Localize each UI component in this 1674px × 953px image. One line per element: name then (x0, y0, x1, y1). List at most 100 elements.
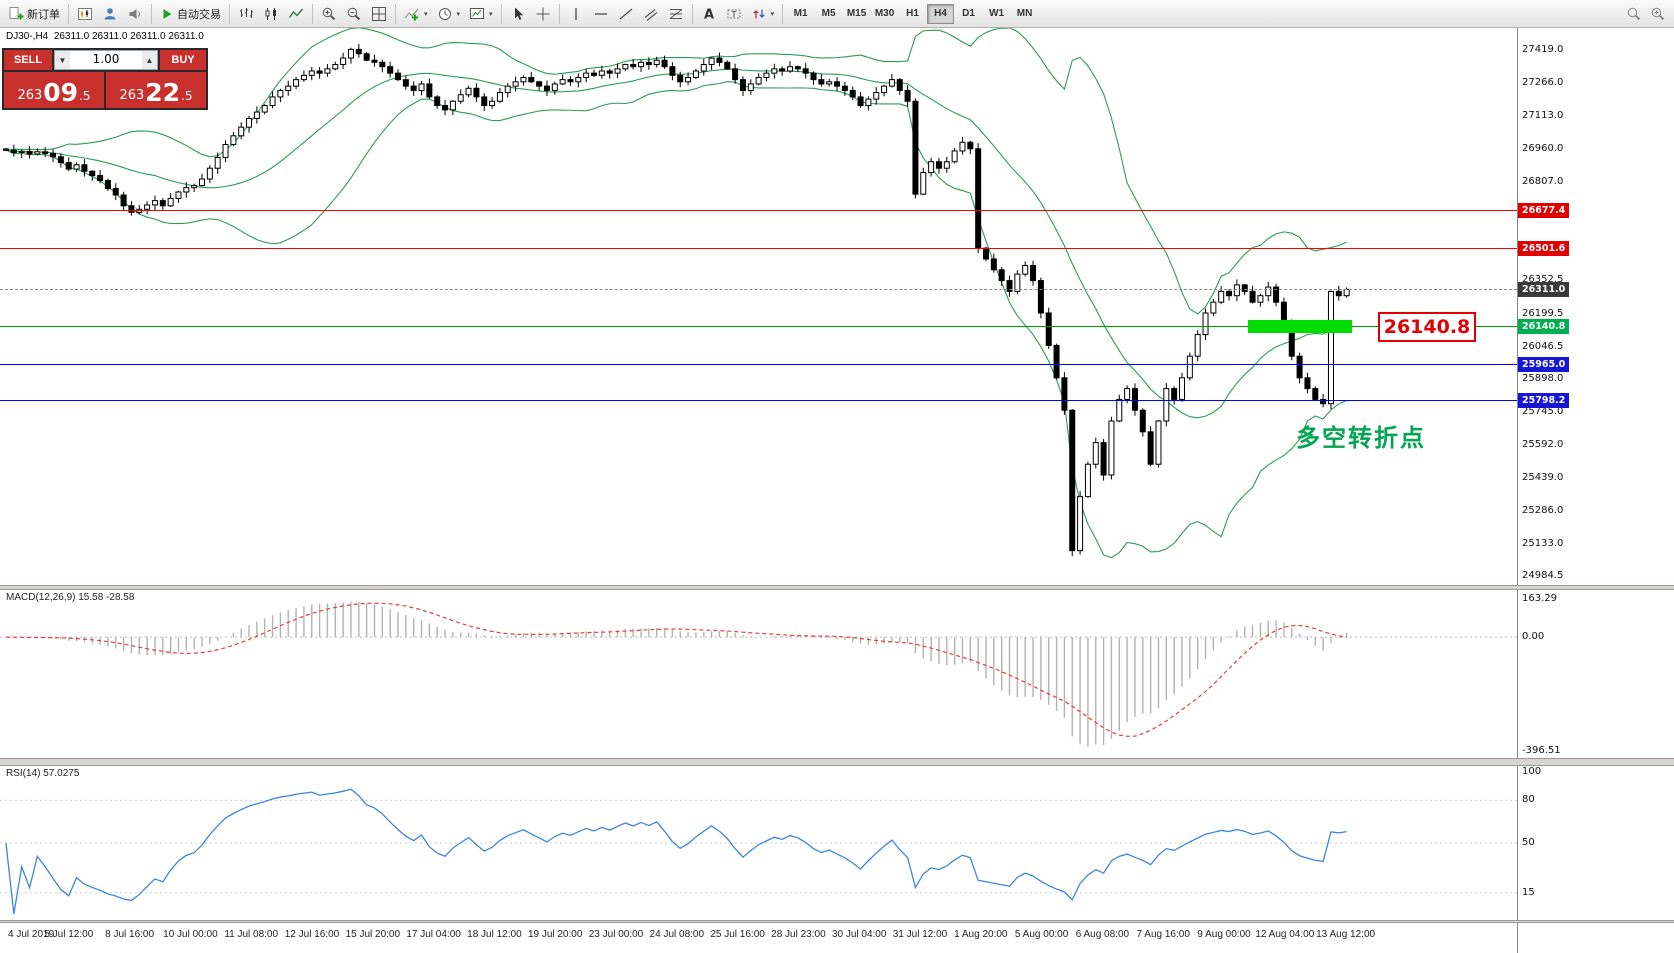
trendline-button[interactable] (614, 3, 638, 25)
panel-splitter[interactable] (0, 920, 1674, 923)
rsi-scale-label: 100 (1522, 766, 1541, 777)
candlestick-chart-button[interactable] (259, 3, 283, 25)
price-axis-label: 26960.0 (1522, 143, 1563, 154)
text-label-button[interactable]: T (722, 3, 746, 25)
price-axis-label: 25592.0 (1522, 439, 1563, 450)
data-window-button[interactable] (1646, 3, 1670, 25)
indicators-button[interactable]: ▾ (400, 3, 432, 25)
time-axis-label: 11 Jul 08:00 (224, 929, 278, 940)
macd-canvas[interactable] (0, 590, 1517, 758)
ohlc-values: 26311.0 26311.0 26311.0 26311.0 (54, 31, 204, 42)
panel-splitter[interactable] (0, 758, 1674, 766)
macd-scale-max: 163.29 (1522, 593, 1557, 604)
one-click-trading-panel: SELL ▼ 1.00 ▲ BUY 26309.5 26322.5 (2, 48, 208, 110)
cursor-button[interactable] (506, 3, 530, 25)
current-price-badge: 26311.0 (1518, 282, 1569, 297)
templates-button[interactable]: ▾ (465, 3, 497, 25)
horizontal-line-button[interactable] (589, 3, 613, 25)
tile-windows-button[interactable] (367, 3, 391, 25)
channel-icon (643, 6, 659, 22)
vertical-line-icon (568, 6, 584, 22)
timeframe-h1[interactable]: H1 (899, 4, 926, 24)
horizontal-line-26677.4[interactable] (0, 210, 1517, 211)
time-axis-label: 24 Jul 08:00 (650, 929, 705, 940)
timeframe-m5[interactable]: M5 (815, 4, 842, 24)
horizontal-line-25798.2[interactable] (0, 400, 1517, 401)
time-axis-label: 30 Jul 04:00 (832, 929, 887, 940)
price-axis-column[interactable] (1517, 28, 1674, 953)
rsi-label: RSI(14) 57.0275 (6, 768, 79, 779)
line-chart-button[interactable] (284, 3, 308, 25)
price-axis-label: 25133.0 (1522, 538, 1563, 549)
panel-splitter[interactable] (0, 585, 1674, 590)
price-digits: 22 (145, 80, 180, 105)
svg-text:T: T (730, 9, 736, 18)
sell-button[interactable]: SELL (4, 50, 52, 70)
rsi-canvas[interactable] (0, 766, 1517, 920)
time-axis-label: 31 Jul 12:00 (893, 929, 948, 940)
time-axis-label: 19 Jul 20:00 (528, 929, 583, 940)
search-symbols-button[interactable] (1622, 3, 1646, 25)
price-axis-label: 26199.5 (1522, 308, 1563, 319)
toolbar-separator (501, 4, 502, 24)
price-axis-label: 25286.0 (1522, 505, 1563, 516)
volume-down-button[interactable]: ▼ (55, 51, 70, 69)
volume-spinner: ▼ 1.00 ▲ (54, 50, 158, 70)
arrows-button[interactable]: ▾ (747, 3, 779, 25)
periods-button[interactable]: ▾ (433, 3, 465, 25)
new-order-button[interactable]: 新订单 (4, 3, 64, 25)
vertical-line-button[interactable] (564, 3, 588, 25)
zoom-out-icon (346, 6, 362, 22)
price-digits: 09 (43, 80, 78, 105)
price-axis-label: 26046.5 (1522, 341, 1563, 352)
zoom-out-button[interactable] (342, 3, 366, 25)
crosshair-button[interactable] (531, 3, 555, 25)
candlestick-canvas[interactable] (0, 28, 1517, 585)
volume-up-button[interactable]: ▲ (142, 51, 157, 69)
timeframe-mn[interactable]: MN (1011, 4, 1038, 24)
macd-scale-zero: 0.00 (1522, 631, 1544, 642)
timeframe-d1[interactable]: D1 (955, 4, 982, 24)
profiles-button[interactable] (98, 3, 122, 25)
timeframe-h4[interactable]: H4 (927, 4, 954, 24)
trendline-icon (618, 6, 634, 22)
time-axis-label: 8 Jul 16:00 (105, 929, 154, 940)
price-line-badge: 26140.8 (1518, 319, 1569, 334)
line-chart-icon (288, 6, 304, 22)
horizontal-line-26501.6[interactable] (0, 248, 1517, 249)
indicators-icon (404, 6, 420, 22)
alerts-button[interactable] (123, 3, 147, 25)
timeframe-m15[interactable]: M15 (843, 4, 870, 24)
time-axis-label: 28 Jul 23:00 (771, 929, 826, 940)
bar-chart-button[interactable] (234, 3, 258, 25)
timeframe-m30[interactable]: M30 (871, 4, 898, 24)
volume-value[interactable]: 1.00 (70, 51, 142, 69)
buy-price-button[interactable]: 26322.5 (106, 72, 206, 108)
support-zone-highlight[interactable] (1248, 320, 1352, 333)
zoom-in-button[interactable] (317, 3, 341, 25)
price-axis-label: 24984.5 (1522, 570, 1563, 581)
new-chart-button[interactable] (73, 3, 97, 25)
level-callout-box[interactable]: 26140.8 (1378, 312, 1476, 342)
time-axis-label: 6 Aug 08:00 (1076, 929, 1129, 940)
annotation-text[interactable]: 多空转折点 (1296, 418, 1426, 453)
toolbar-separator (312, 4, 313, 24)
autotrading-play-icon (160, 7, 174, 21)
rsi-scale-label: 80 (1522, 794, 1535, 805)
channel-button[interactable] (639, 3, 663, 25)
buy-button[interactable]: BUY (160, 50, 206, 70)
sell-price-button[interactable]: 26309.5 (4, 72, 104, 108)
timeframe-group: M1M5M15M30H1H4D1W1MN (787, 4, 1038, 24)
fibonacci-button[interactable] (664, 3, 688, 25)
toolbar-separator (68, 4, 69, 24)
horizontal-line-25965.0[interactable] (0, 364, 1517, 365)
crosshair-icon (535, 6, 551, 22)
current-price-line (0, 289, 1517, 290)
timeframe-m1[interactable]: M1 (787, 4, 814, 24)
arrows-icon (751, 6, 767, 22)
text-button[interactable]: A (697, 3, 721, 25)
macd-label: MACD(12,26,9) 15.58 -28.58 (6, 592, 134, 603)
profiles-icon (102, 6, 118, 22)
timeframe-w1[interactable]: W1 (983, 4, 1010, 24)
autotrading-button[interactable]: 自动交易 (156, 3, 225, 25)
